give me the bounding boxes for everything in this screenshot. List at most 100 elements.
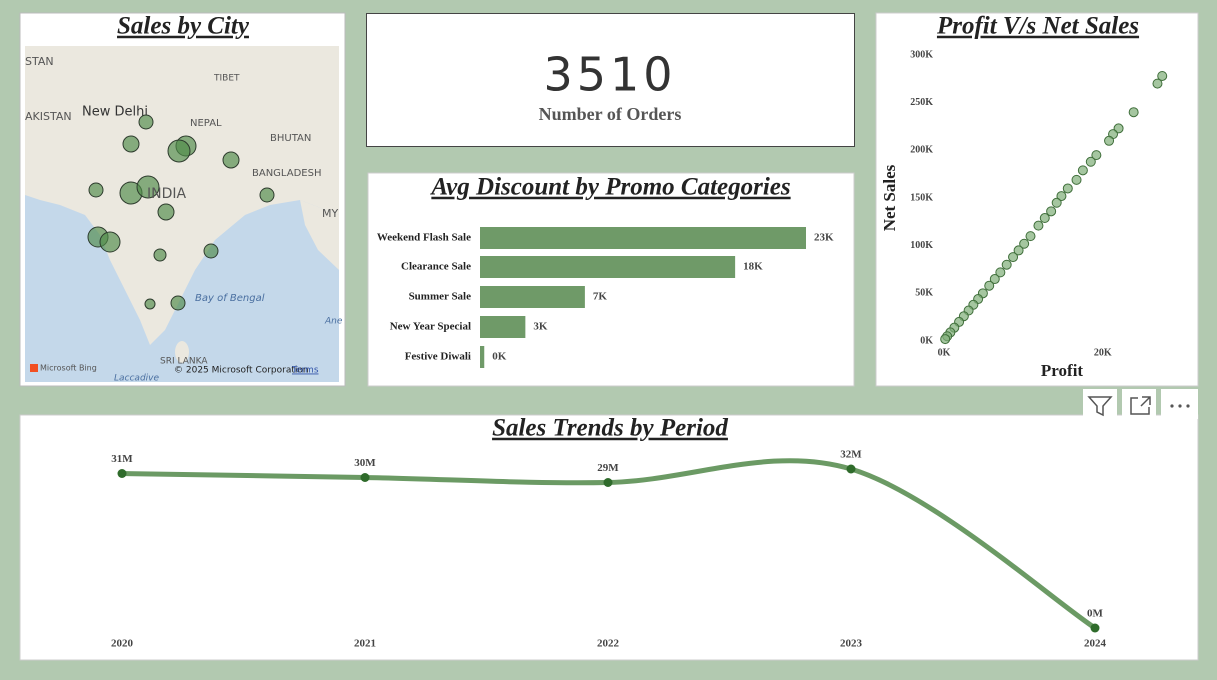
island [175, 341, 189, 363]
chart-title: Avg Discount by Promo Categories [429, 174, 790, 201]
y-axis-label: Net Sales [880, 164, 899, 231]
land [25, 46, 339, 345]
map-bubble [153, 248, 167, 262]
scatter-point [1056, 191, 1067, 202]
map-label: Ane [324, 317, 343, 327]
scatter-point [1039, 213, 1050, 224]
scatter-point [1008, 252, 1019, 263]
map-bubble [222, 151, 240, 169]
map-bubble [88, 182, 104, 198]
scatter-point [1001, 259, 1012, 270]
scatter-point [1071, 174, 1082, 185]
category-label: Weekend Flash Sale [377, 232, 471, 244]
x-tick-label: 2023 [840, 638, 863, 650]
scatter-point [1025, 231, 1036, 242]
map-bubble [167, 139, 191, 163]
x-tick-label: 0K [938, 347, 951, 358]
line-panel [19, 414, 1199, 661]
line-point [117, 469, 127, 478]
data-label: 30M [354, 457, 376, 469]
map-label: BANGLADESH [252, 168, 321, 179]
bar [480, 316, 526, 338]
category-label: Festive Diwali [405, 351, 471, 363]
data-label: 23K [814, 232, 834, 244]
scatter-point [1085, 156, 1096, 167]
x-axis-label: Profit [1041, 361, 1084, 380]
y-tick-label: 300K [910, 49, 933, 60]
scatter-point [984, 280, 995, 291]
x-tick-label: 20K [1094, 347, 1112, 358]
data-label: 3K [533, 321, 548, 333]
scatter-point [1046, 206, 1057, 217]
map-label: Bay of Bengal [195, 293, 265, 304]
map-title: Sales by City [117, 13, 250, 40]
y-tick-label: 250K [910, 97, 933, 108]
filter-button[interactable] [1083, 389, 1117, 419]
map-label: MY [322, 207, 338, 220]
more-icon [1170, 404, 1190, 408]
map-bubble [157, 203, 175, 221]
map-bubble [144, 298, 156, 310]
scatter-point [1062, 183, 1073, 194]
data-label: 31M [111, 453, 133, 465]
scatter-point [1051, 197, 1062, 208]
y-tick-label: 200K [910, 145, 933, 156]
chart-title: Profit V/s Net Sales [936, 13, 1139, 40]
map-bubble [136, 175, 160, 199]
map-bubble [203, 243, 219, 259]
data-label: 32M [840, 449, 862, 461]
bar-panel [367, 172, 855, 387]
category-label: New Year Special [390, 321, 471, 333]
line-point [1090, 623, 1100, 633]
card-label: Number of Orders [539, 104, 682, 124]
scatter-point [940, 334, 951, 345]
card-value: 3510 [543, 48, 676, 102]
map-label: INDIA [147, 186, 187, 202]
data-label: 0M [1087, 608, 1104, 620]
bing-logo [30, 364, 38, 372]
data-label: 18K [743, 261, 763, 273]
map-bubbles [87, 114, 275, 311]
x-tick-label: 2022 [597, 638, 620, 650]
scatter-point [1033, 220, 1044, 231]
line-point [603, 478, 613, 487]
x-tick-label: 2020 [111, 638, 134, 650]
data-label: 29M [597, 462, 619, 474]
scatter-point [989, 274, 1000, 285]
y-tick-label: 50K [915, 288, 933, 299]
map-label: Laccadive [114, 374, 159, 384]
map-terms[interactable]: Terms [291, 366, 319, 376]
line-point [846, 464, 856, 474]
map-bubble [259, 187, 275, 203]
y-tick-label: 150K [910, 192, 933, 203]
scatter-point [1077, 165, 1088, 176]
y-tick-label: 100K [910, 240, 933, 251]
x-tick-label: 2024 [1084, 638, 1107, 650]
map-label: New Delhi [82, 105, 148, 120]
data-label: 0K [492, 351, 507, 363]
x-tick-label: 2021 [354, 638, 376, 650]
bar [480, 286, 585, 308]
chart-title: Sales Trends by Period [492, 415, 728, 442]
map-bubble [99, 231, 121, 253]
map-label: STAN [25, 55, 54, 68]
filter-icon [1087, 396, 1113, 417]
map-label: BHUTAN [270, 133, 311, 144]
focus-icon [1130, 396, 1151, 415]
y-tick-label: 0K [920, 335, 933, 346]
more-button[interactable] [1161, 389, 1198, 419]
map-label: NEPAL [190, 118, 222, 129]
bar [480, 227, 806, 249]
scatter-point [1104, 135, 1115, 146]
scatter-point [995, 267, 1006, 278]
bar [480, 256, 736, 278]
map-label: AKISTAN [25, 110, 72, 123]
bar [480, 346, 485, 368]
data-label: 7K [593, 291, 608, 303]
scatter-point [1013, 245, 1024, 256]
map-credit: Microsoft Bing [40, 364, 97, 373]
map-bubble [138, 114, 154, 130]
scatter-point [1152, 78, 1163, 89]
scatter-point [1128, 107, 1139, 118]
